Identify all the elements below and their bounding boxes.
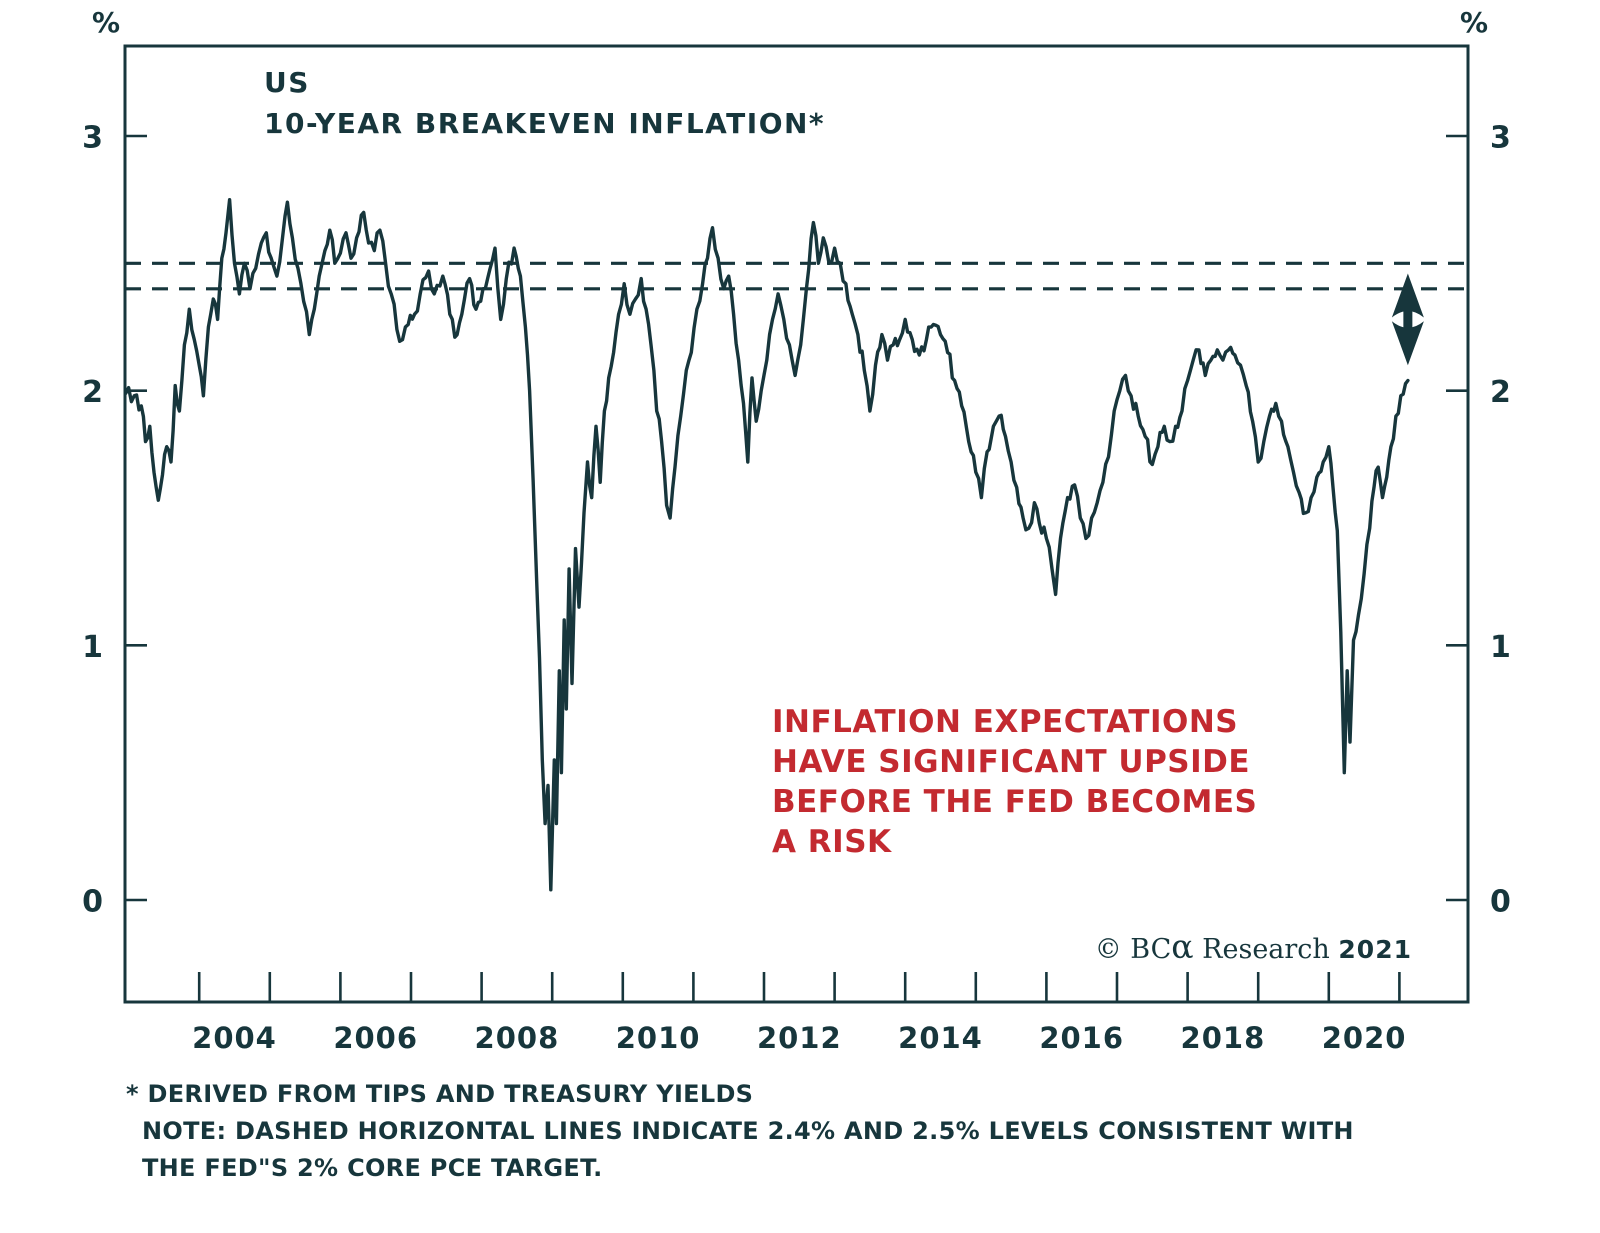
footnote-derived: * DERIVED FROM TIPS AND TREASURY YIELDS xyxy=(126,1080,754,1108)
y-tick-label-left-0: 0 xyxy=(82,885,103,920)
y-tick-label-right-3: 3 xyxy=(1490,121,1511,156)
upside-arrow-head-down xyxy=(1391,321,1424,366)
y-tick-label-left-2: 2 xyxy=(82,375,103,410)
chart-title-line1: US xyxy=(264,66,310,99)
y-tick-label-left-1: 1 xyxy=(82,630,103,665)
chart-title-line2: 10-YEAR BREAKEVEN INFLATION* xyxy=(264,107,826,140)
x-tick-label-2020: 2020 xyxy=(1322,1021,1407,1055)
plot-border xyxy=(123,44,1470,1004)
y-axis-unit-right: % xyxy=(1460,6,1489,39)
x-tick-label-2010: 2010 xyxy=(616,1021,701,1055)
x-tick-label-2006: 2006 xyxy=(333,1021,418,1055)
red-annotation: INFLATION EXPECTATIONS HAVE SIGNIFICANT … xyxy=(772,702,1257,862)
x-tick-label-2012: 2012 xyxy=(757,1021,842,1055)
y-tick-label-left-3: 3 xyxy=(82,121,103,156)
footnotes: * DERIVED FROM TIPS AND TREASURY YIELDS … xyxy=(126,1076,1354,1187)
x-tick-label-2018: 2018 xyxy=(1181,1021,1266,1055)
x-tick-label-2016: 2016 xyxy=(1039,1021,1124,1055)
y-tick-label-right-1: 1 xyxy=(1490,630,1511,665)
credit-copyright: © BC xyxy=(1094,934,1172,965)
breakeven-inflation-series xyxy=(124,197,1410,892)
red-annotation-line3: BEFORE THE FED BECOMES xyxy=(772,784,1258,820)
y-axis-unit-left: % xyxy=(91,6,120,39)
red-annotation-line1: INFLATION EXPECTATIONS xyxy=(772,704,1239,740)
y-tick-label-right-2: 2 xyxy=(1490,375,1511,410)
bca-research-credit: © BCα Research 2021 xyxy=(1032,930,1412,965)
x-tick-label-2014: 2014 xyxy=(898,1021,983,1055)
footnote-pce-target: THE FED"S 2% CORE PCE TARGET. xyxy=(142,1154,603,1182)
footnote-dashed-lines: NOTE: DASHED HORIZONTAL LINES INDICATE 2… xyxy=(142,1117,1354,1145)
x-tick-label-2008: 2008 xyxy=(475,1021,560,1055)
y-tick-label-right-0: 0 xyxy=(1490,885,1511,920)
x-tick-label-2004: 2004 xyxy=(192,1021,277,1055)
chart-title: US 10-YEAR BREAKEVEN INFLATION* xyxy=(264,62,825,144)
red-annotation-line2: HAVE SIGNIFICANT UPSIDE xyxy=(772,744,1251,780)
credit-alpha-glyph: α xyxy=(1171,927,1194,966)
credit-middle: Research xyxy=(1193,934,1339,965)
credit-year: 2021 xyxy=(1338,935,1412,964)
upside-arrow-head-up xyxy=(1391,273,1424,318)
red-annotation-line4: A RISK xyxy=(772,824,892,860)
